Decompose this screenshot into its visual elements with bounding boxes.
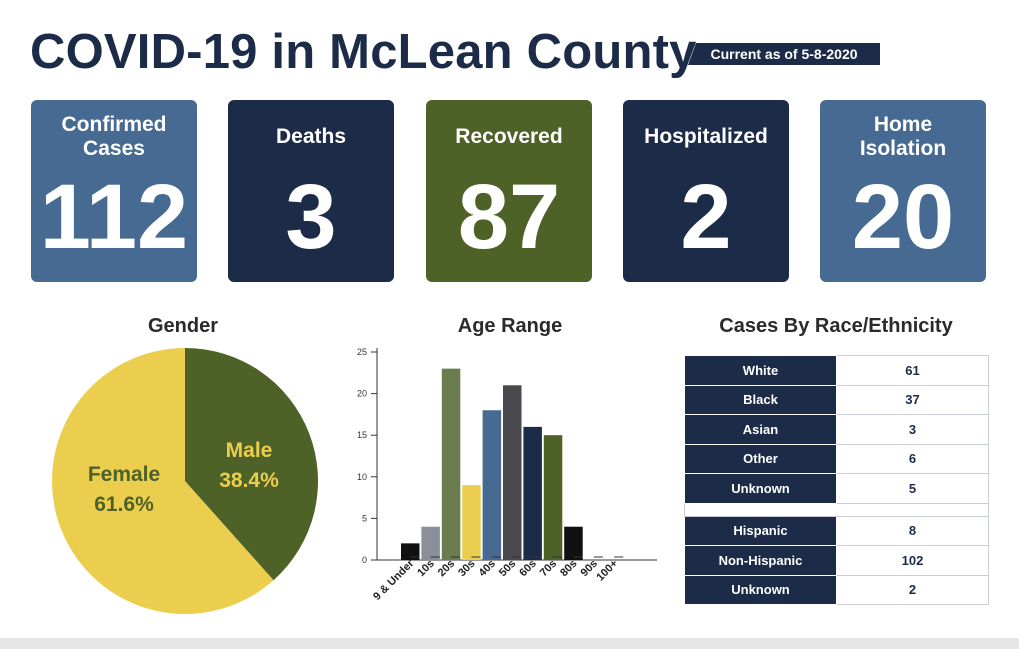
bottom-divider [0, 638, 1019, 649]
stat-confirmed-cases: Confirmed Cases 112 [31, 100, 197, 282]
table-row: Other 6 [684, 443, 989, 474]
stat-value: 87 [457, 166, 561, 268]
y-tick-label: 15 [357, 430, 367, 440]
x-tick-label: 60s [517, 558, 538, 579]
ethnicity-count: 2 [836, 574, 989, 605]
race-count: 37 [836, 384, 989, 415]
stat-label: Home Isolation [859, 113, 947, 160]
bar-60s [523, 426, 542, 560]
x-tick-label: 70s [538, 558, 559, 579]
current-as-of-badge: Current as of 5-8-2020 [688, 43, 880, 65]
race-count: 5 [836, 473, 989, 504]
pie-label-female: Female [88, 463, 160, 486]
pie-slice-male [185, 348, 319, 581]
ethnicity-name: Non-Hispanic [684, 545, 837, 576]
page-title: COVID-19 in McLean County [30, 25, 697, 79]
x-tick-label: 20s [436, 558, 457, 579]
stat-value: 20 [851, 166, 955, 268]
table-row: Black 37 [684, 384, 989, 415]
x-tick-label: 40s [477, 558, 498, 579]
stat-home-isolation: Home Isolation 20 [820, 100, 986, 282]
stat-label: Confirmed Cases [61, 113, 167, 160]
table-row: Non-Hispanic 102 [684, 545, 989, 576]
table-row: Unknown 5 [684, 473, 989, 504]
pie-percent-male: 38.4% [219, 469, 279, 492]
x-tick-label: 10s [415, 558, 436, 579]
y-tick-label: 5 [362, 513, 367, 523]
race-count: 3 [836, 414, 989, 445]
bar-80s [564, 526, 583, 560]
pie-percent-female: 61.6% [94, 493, 154, 516]
ethnicity-name: Unknown [684, 574, 837, 605]
race-table-title: Cases By Race/Ethnicity [719, 315, 953, 337]
gender-pie-chart: Female 61.6% Male 38.4% [52, 348, 319, 614]
stat-value: 2 [680, 166, 732, 268]
y-tick-label: 25 [357, 347, 367, 357]
x-tick-label: 9 & Under [371, 557, 417, 603]
spacer-cell [684, 502, 989, 517]
stat-hospitalized: Hospitalized 2 [623, 100, 789, 282]
y-tick-label: 0 [362, 555, 367, 565]
stat-value: 3 [285, 166, 337, 268]
age-range-bar-chart: 0 5 10 15 20 25 9 & Under10s20s30s40s50s60s70s… [357, 347, 657, 603]
bar-20s [441, 368, 461, 560]
y-tick-label: 20 [357, 389, 367, 399]
bar-40s [482, 410, 502, 560]
table-spacer [684, 502, 989, 517]
stat-label: Deaths [275, 125, 347, 148]
x-tick-label: 50s [497, 558, 518, 579]
race-count: 6 [836, 443, 989, 474]
stat-label: Recovered [455, 125, 563, 148]
ethnicity-count: 102 [836, 545, 989, 576]
race-name: Unknown [684, 473, 837, 504]
race-name: Other [684, 443, 837, 474]
bar-50s [503, 385, 522, 560]
x-tick-label: 30s [456, 558, 477, 579]
table-row: Hispanic 8 [684, 515, 989, 546]
stat-recovered: Recovered 87 [426, 100, 592, 282]
race-count: 61 [836, 355, 989, 386]
stat-label: Hospitalized [644, 125, 768, 148]
stat-value: 112 [39, 166, 189, 268]
age-chart-title: Age Range [457, 315, 563, 337]
ethnicity-name: Hispanic [684, 515, 837, 546]
table-row: Unknown 2 [684, 574, 989, 605]
pie-slice-female [52, 348, 274, 614]
x-tick-label: 100+ [594, 558, 620, 584]
bar-30s [462, 485, 481, 560]
table-row: White 61 [684, 355, 989, 386]
bar-10s [421, 526, 440, 560]
race-name: Black [684, 384, 837, 415]
ethnicity-count: 8 [836, 515, 989, 546]
bar-70s [543, 435, 563, 560]
x-tick-label: 80s [558, 558, 579, 579]
y-tick-label: 10 [357, 472, 367, 482]
gender-chart-title: Gender [147, 315, 219, 337]
bar-9-under [401, 543, 420, 560]
table-row: Asian 3 [684, 414, 989, 445]
race-name: White [684, 355, 837, 386]
stat-deaths: Deaths 3 [228, 100, 394, 282]
race-name: Asian [684, 414, 837, 445]
race-ethnicity-table: White 61 Black 37 Asian 3 Other 6 Unknown 5 H… [684, 355, 989, 605]
pie-label-male: Male [226, 439, 273, 462]
